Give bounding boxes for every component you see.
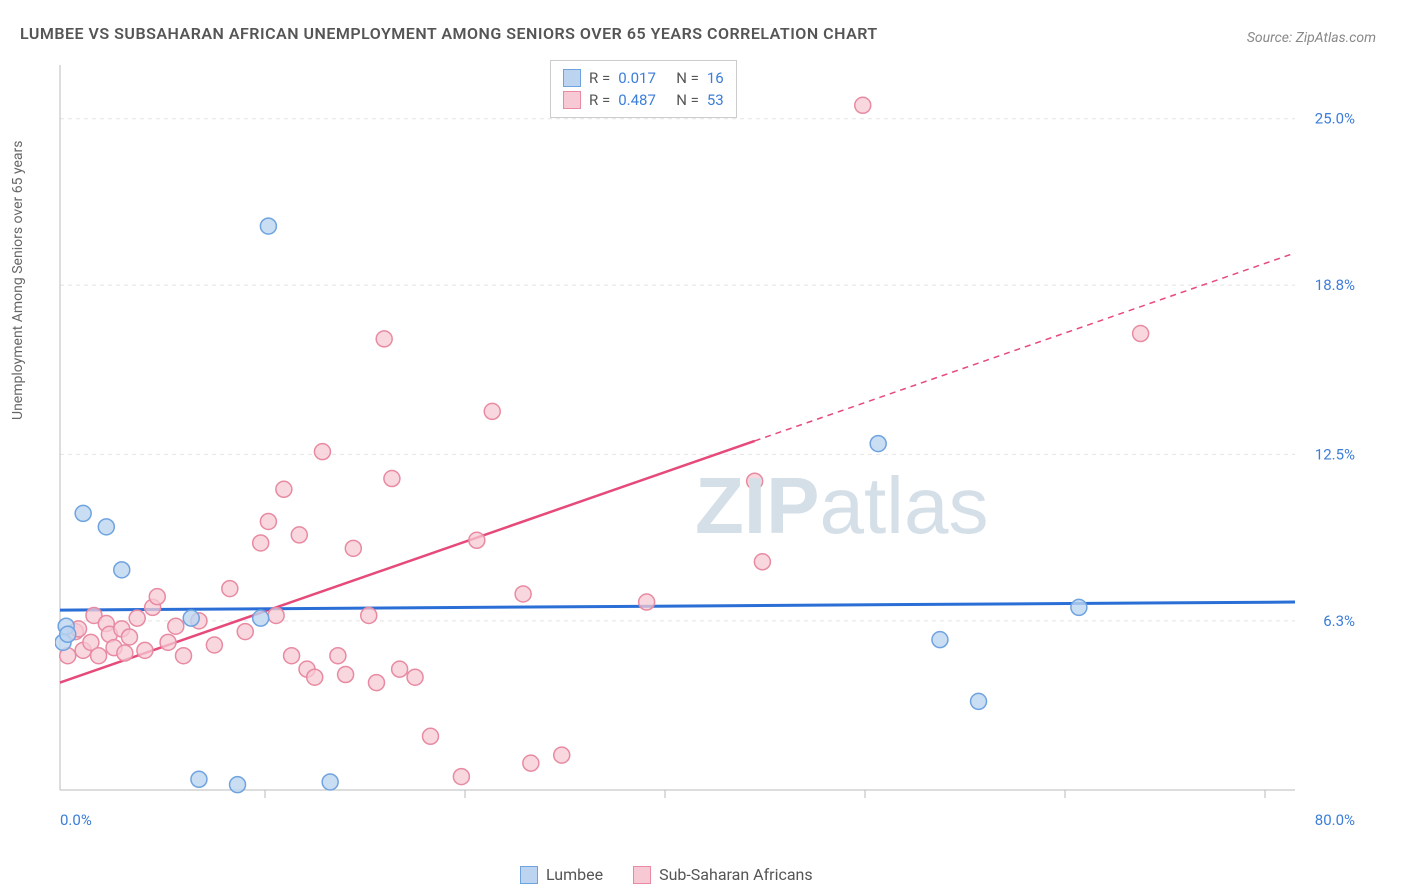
swatch-pink xyxy=(633,866,651,884)
chart-title: LUMBEE VS SUBSAHARAN AFRICAN UNEMPLOYMEN… xyxy=(20,24,878,43)
n-label: N = xyxy=(676,91,699,109)
swatch-blue xyxy=(563,69,581,87)
legend-row-pink: R = 0.487 N = 53 xyxy=(563,89,724,111)
r-label: R = xyxy=(589,91,610,109)
svg-text:6.3%: 6.3% xyxy=(1323,612,1355,630)
svg-text:18.8%: 18.8% xyxy=(1315,276,1355,294)
series-legend: Lumbee Sub-Saharan Africans xyxy=(520,865,813,884)
svg-text:0.0%: 0.0% xyxy=(60,811,92,829)
svg-text:12.5%: 12.5% xyxy=(1315,445,1355,463)
y-axis-label: Unemployment Among Seniors over 65 years xyxy=(10,141,26,421)
correlation-legend: R = 0.017 N = 16 R = 0.487 N = 53 xyxy=(550,60,737,118)
n-value: 16 xyxy=(707,69,724,87)
source-label: Source: ZipAtlas.com xyxy=(1247,30,1376,46)
scatter-plot: 6.3% 12.5% 18.8% 25.0% 0.0% 80.0% xyxy=(55,60,1365,830)
r-value: 0.487 xyxy=(618,91,668,109)
n-value: 53 xyxy=(707,91,724,109)
svg-text:25.0%: 25.0% xyxy=(1315,110,1355,128)
r-label: R = xyxy=(589,69,610,87)
n-label: N = xyxy=(676,69,699,87)
legend-label: Sub-Saharan Africans xyxy=(659,865,813,884)
legend-row-blue: R = 0.017 N = 16 xyxy=(563,67,724,89)
swatch-blue xyxy=(520,866,538,884)
chart-area: ZIPatlas 6.3%12.5%18.8%25.0%0.0%80.0% xyxy=(55,60,1365,830)
swatch-pink xyxy=(563,91,581,109)
legend-label: Lumbee xyxy=(546,865,603,884)
legend-item-subsaharan: Sub-Saharan Africans xyxy=(633,865,813,884)
svg-text:80.0%: 80.0% xyxy=(1315,811,1355,829)
r-value: 0.017 xyxy=(618,69,668,87)
legend-item-lumbee: Lumbee xyxy=(520,865,603,884)
